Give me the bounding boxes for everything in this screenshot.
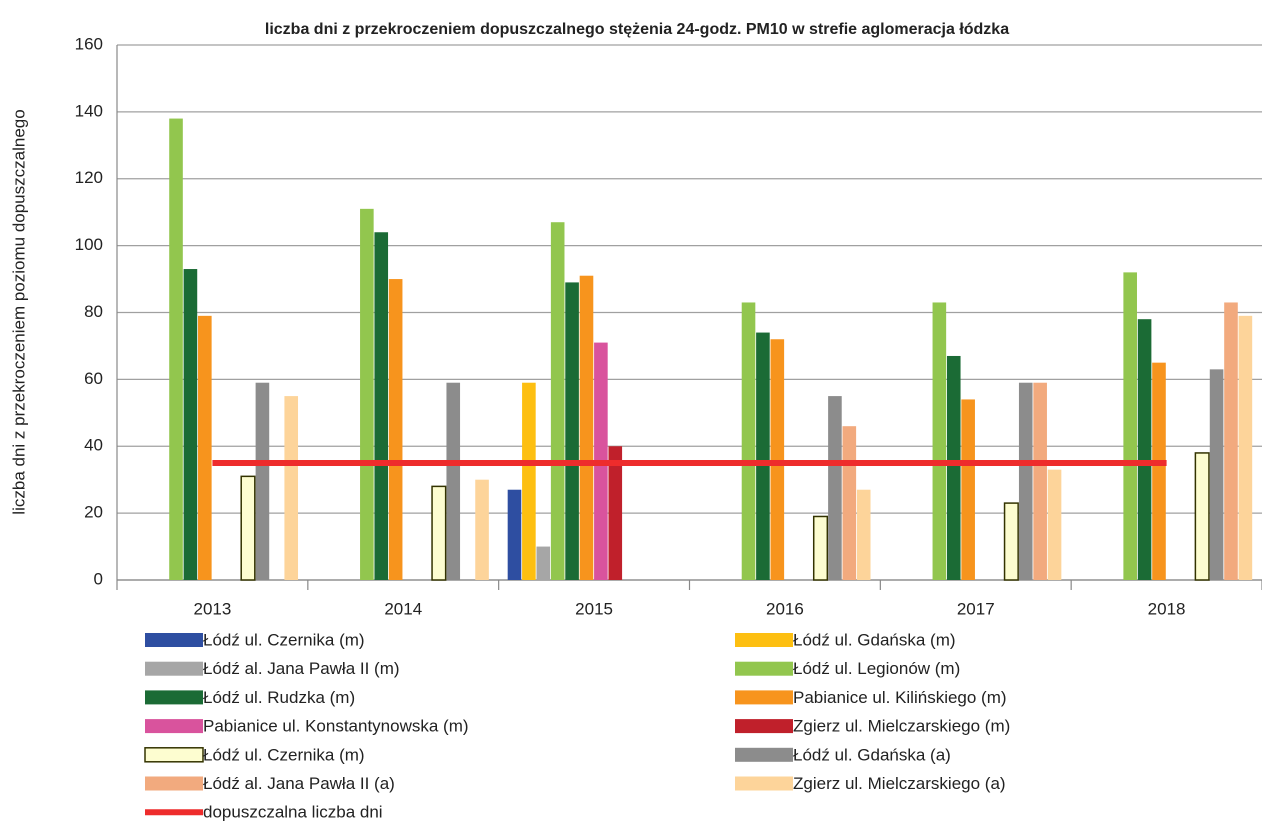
legend-swatch bbox=[145, 719, 203, 734]
legend-swatch bbox=[145, 661, 203, 676]
legend-label: Łódź al. Jana Pawła II (a) bbox=[203, 774, 395, 793]
legend-label: Pabianice ul. Kilińskiego (m) bbox=[793, 688, 1007, 707]
bar bbox=[522, 382, 536, 580]
legend-swatch bbox=[735, 633, 793, 647]
bar bbox=[240, 475, 256, 581]
legend-swatch bbox=[145, 690, 203, 705]
bar bbox=[932, 302, 947, 580]
legend-label: Łódź al. Jana Pawła II (m) bbox=[203, 659, 400, 678]
y-axis-label: liczba dni z przekroczeniem poziomu dopu… bbox=[9, 109, 28, 514]
bar bbox=[1137, 319, 1152, 580]
legend-label: Łódź ul. Gdańska (a) bbox=[793, 745, 951, 764]
legend-label: Łódź ul. Legionów (m) bbox=[793, 659, 960, 678]
bar bbox=[507, 489, 522, 580]
legend-label: Pabianice ul. Konstantynowska (m) bbox=[203, 717, 469, 736]
bar bbox=[183, 269, 198, 580]
y-tick-label: 80 bbox=[84, 302, 103, 321]
x-tick-label: 2016 bbox=[766, 599, 804, 618]
chart-title: liczba dni z przekroczeniem dopuszczalne… bbox=[265, 21, 1009, 38]
y-tick-label: 100 bbox=[75, 235, 103, 254]
bar bbox=[255, 382, 270, 580]
bar bbox=[579, 275, 594, 580]
bar bbox=[475, 479, 489, 580]
legend-label: Łódź ul. Rudzka (m) bbox=[203, 688, 355, 707]
y-tick-label: 120 bbox=[75, 168, 103, 187]
x-tick-label: 2013 bbox=[194, 599, 232, 618]
y-tick-label: 160 bbox=[75, 34, 103, 53]
legend-swatch bbox=[735, 690, 793, 705]
legend-label: Zgierz ul. Mielczarskiego (a) bbox=[793, 774, 1006, 793]
legend-label: Łódź ul. Gdańska (m) bbox=[793, 630, 956, 649]
bar bbox=[431, 485, 447, 581]
y-tick-label: 0 bbox=[94, 569, 103, 588]
bar bbox=[961, 399, 975, 580]
bar bbox=[1194, 452, 1210, 581]
bar bbox=[565, 282, 579, 580]
bar bbox=[1152, 362, 1166, 580]
y-tick-label: 20 bbox=[84, 503, 103, 522]
bar bbox=[828, 396, 842, 580]
y-tick-label: 40 bbox=[84, 436, 103, 455]
legend-swatch bbox=[735, 661, 793, 676]
x-tick-label: 2015 bbox=[575, 599, 613, 618]
bar bbox=[1018, 382, 1033, 580]
legend-label: dopuszczalna liczba dni bbox=[203, 803, 383, 822]
legend-swatch bbox=[145, 776, 203, 791]
bar bbox=[446, 382, 461, 580]
legend-swatch bbox=[735, 747, 793, 762]
bar bbox=[169, 118, 183, 580]
bar bbox=[198, 315, 212, 580]
bar bbox=[388, 279, 403, 580]
bar bbox=[608, 446, 623, 580]
bar bbox=[536, 546, 551, 580]
legend-label: Łódź ul. Czernika (m) bbox=[203, 630, 365, 649]
bar bbox=[550, 222, 565, 580]
bar bbox=[856, 489, 871, 580]
bar bbox=[360, 208, 374, 580]
bar bbox=[1209, 369, 1224, 580]
y-tick-label: 140 bbox=[75, 101, 103, 120]
bar bbox=[741, 302, 756, 580]
bar bbox=[1047, 469, 1062, 580]
legend-swatch bbox=[145, 633, 203, 647]
bar bbox=[1238, 315, 1253, 580]
bar bbox=[284, 396, 299, 580]
bar bbox=[770, 339, 785, 580]
bar bbox=[812, 515, 829, 581]
legend-swatch bbox=[735, 719, 793, 734]
bar bbox=[1224, 302, 1238, 580]
bar bbox=[1003, 502, 1019, 581]
x-tick-label: 2018 bbox=[1148, 599, 1186, 618]
bar bbox=[1123, 272, 1137, 580]
bar bbox=[842, 426, 857, 580]
y-tick-label: 60 bbox=[84, 369, 103, 388]
bar bbox=[946, 355, 961, 580]
bar bbox=[374, 232, 389, 580]
legend-label: Łódź ul. Czernika (m) bbox=[203, 745, 365, 764]
legend-swatch bbox=[735, 776, 793, 791]
bar bbox=[1033, 382, 1047, 580]
legend-swatch bbox=[144, 747, 204, 763]
legend-label: Zgierz ul. Mielczarskiego (m) bbox=[793, 717, 1010, 736]
x-tick-label: 2017 bbox=[957, 599, 995, 618]
bar bbox=[756, 332, 770, 580]
x-tick-label: 2014 bbox=[384, 599, 422, 618]
